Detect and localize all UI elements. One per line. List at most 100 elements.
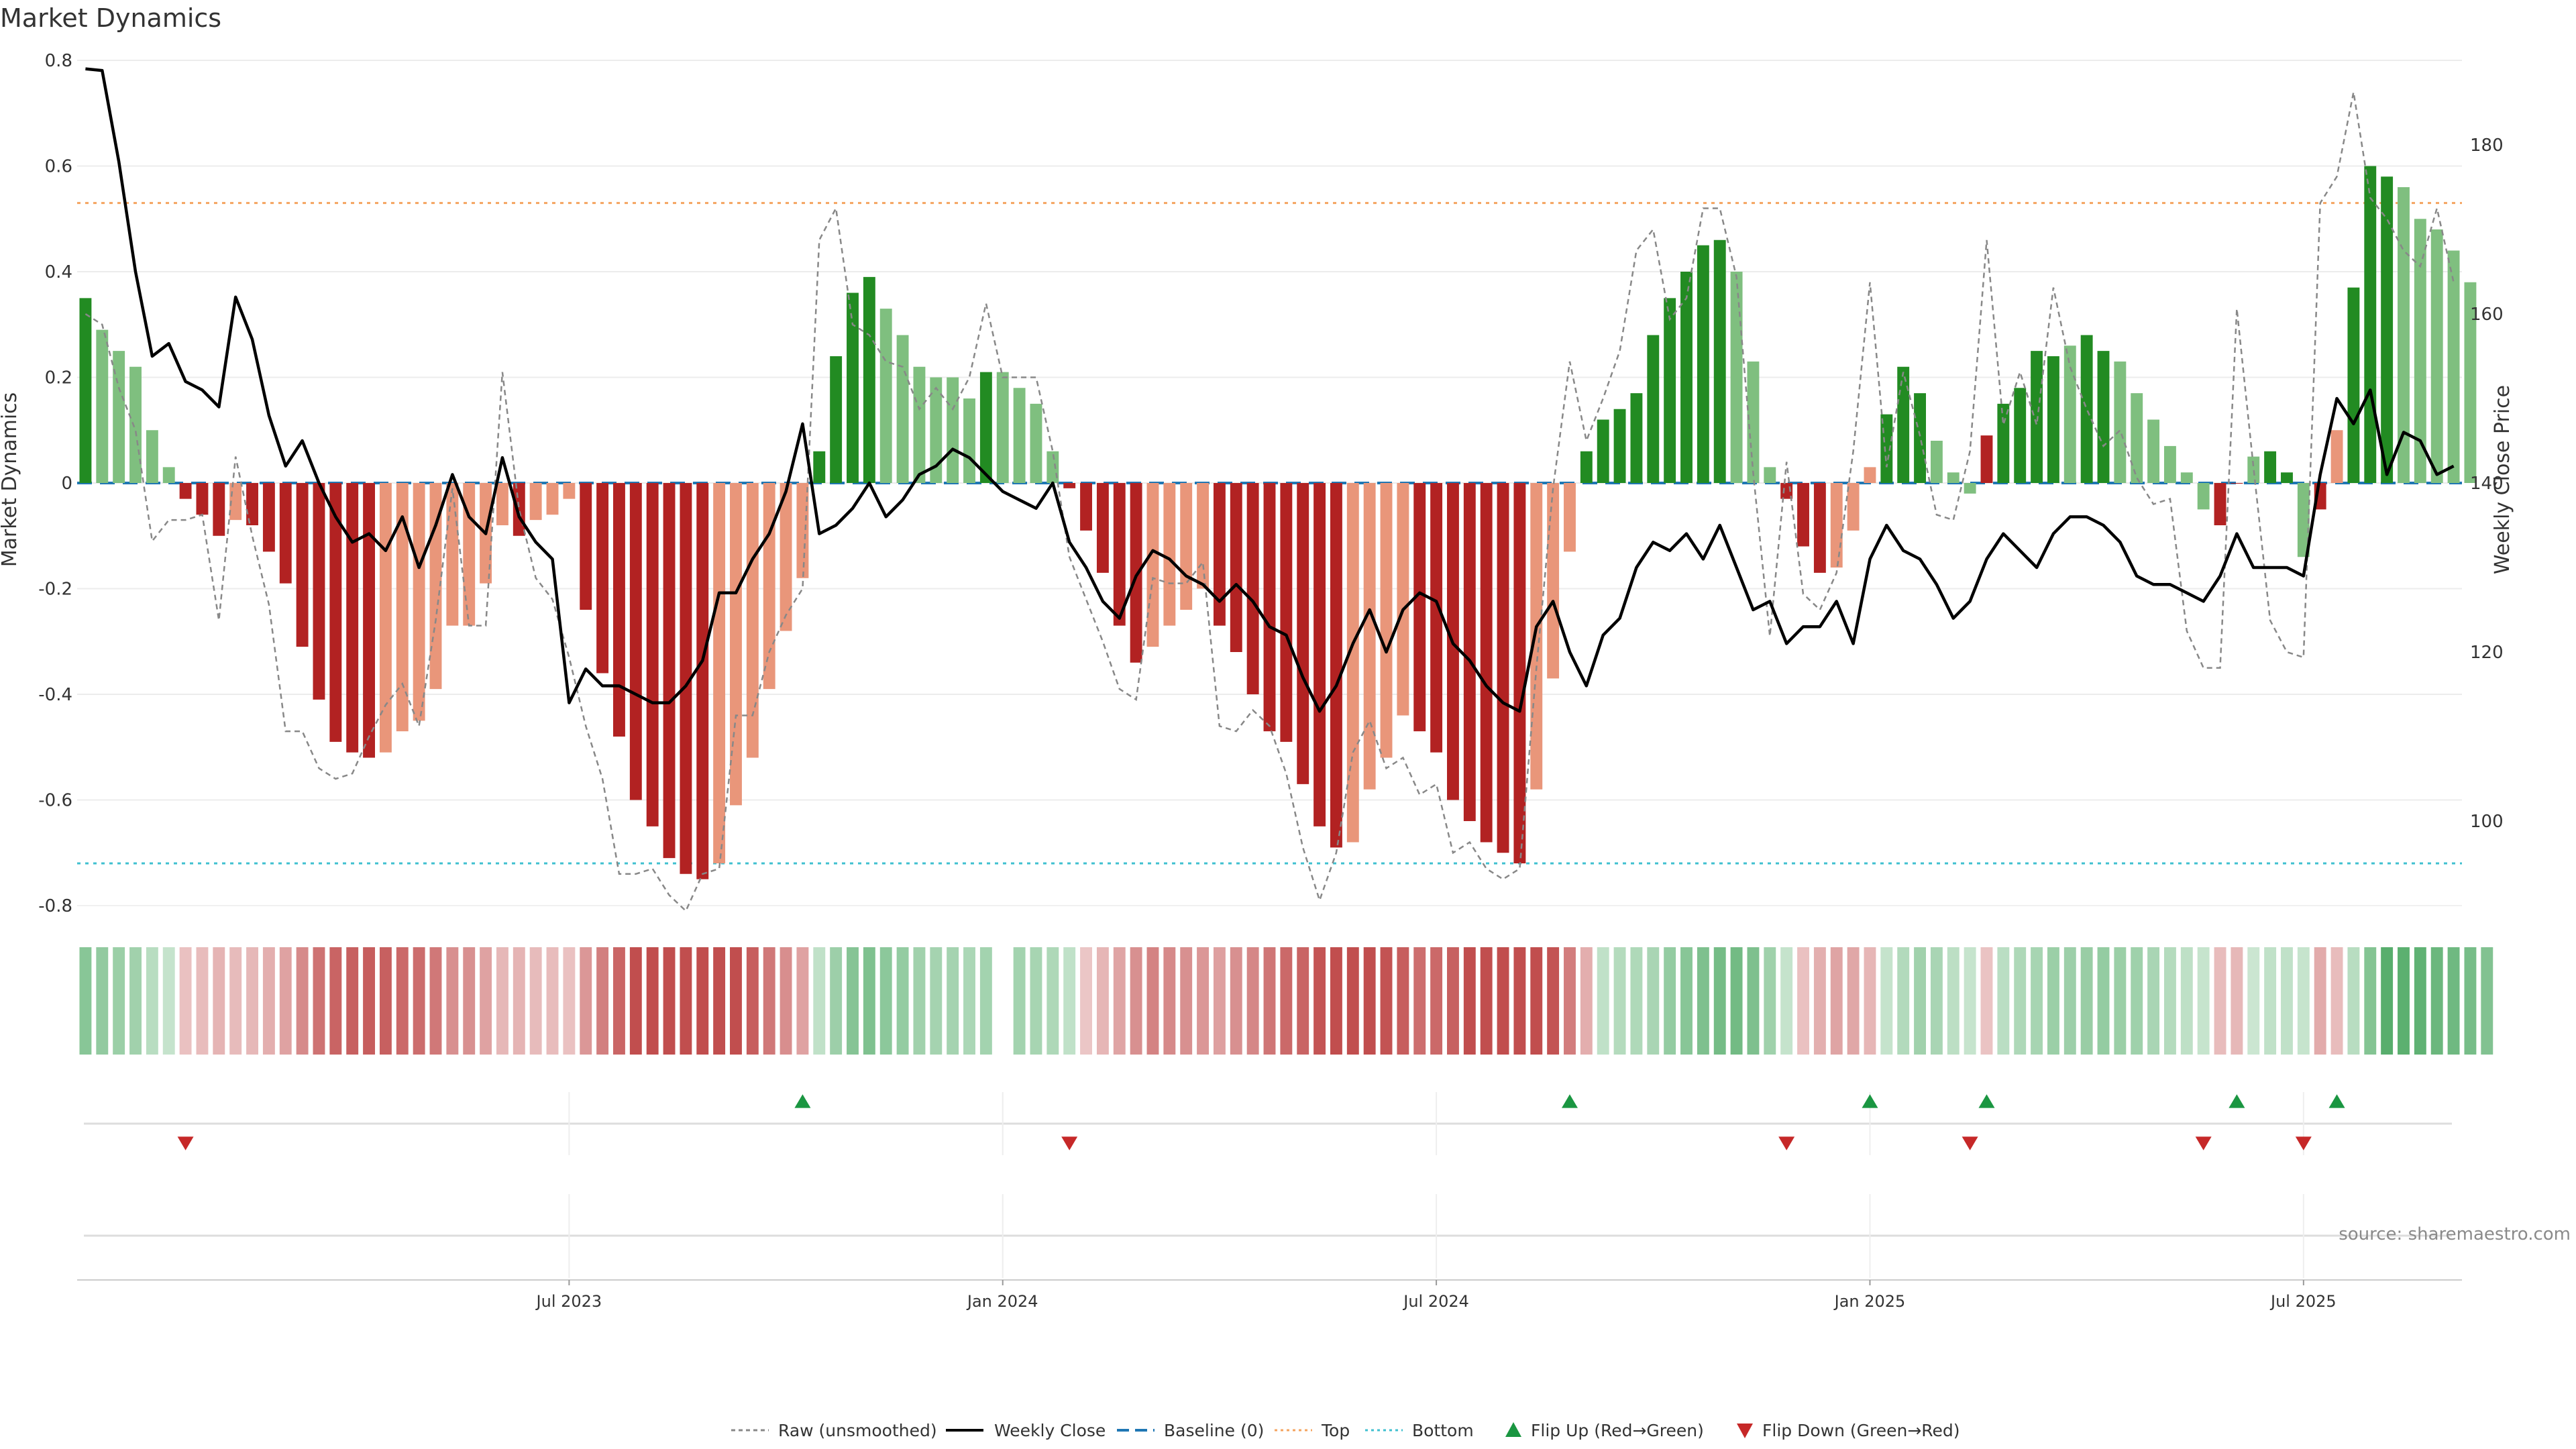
bar	[1230, 483, 1242, 652]
bar	[2297, 483, 2310, 557]
heat-cell	[262, 947, 275, 1055]
flip-down-marker	[2195, 1136, 2212, 1150]
bar	[1797, 483, 1809, 547]
legend-swatch-flip-up	[1505, 1422, 1521, 1437]
legend-label: Bottom	[1412, 1421, 1474, 1440]
heat-cell	[513, 947, 525, 1055]
x-tick-label: Jan 2025	[1833, 1292, 1906, 1311]
heat-cell	[813, 947, 826, 1055]
heat-cell	[1113, 947, 1126, 1055]
bar	[2447, 250, 2460, 483]
bar	[2063, 345, 2076, 483]
heat-cell	[429, 947, 442, 1055]
heat-cell	[1163, 947, 1176, 1055]
bar	[2180, 472, 2193, 483]
bar	[863, 276, 875, 483]
bar	[529, 483, 542, 521]
bar	[1263, 483, 1276, 732]
heat-cell	[1664, 947, 1676, 1055]
bar	[1997, 403, 2010, 483]
bar	[1697, 245, 1709, 483]
bar	[2147, 419, 2160, 483]
flip-up-marker	[2328, 1094, 2345, 1108]
heat-cell	[730, 947, 742, 1055]
bar	[1380, 483, 1393, 758]
heat-cell	[1013, 947, 1026, 1055]
bar	[246, 483, 258, 525]
heat-cell	[1397, 947, 1409, 1055]
heat-cell	[1947, 947, 1960, 1055]
bar	[680, 483, 692, 874]
heat-cell	[2180, 947, 2193, 1055]
bar	[1513, 483, 1526, 863]
heat-strip	[79, 947, 2493, 1055]
bar	[830, 356, 843, 483]
right-tick-label: 180	[2470, 136, 2504, 156]
heat-cell	[1313, 947, 1326, 1055]
heat-cell	[1146, 947, 1159, 1055]
bar	[2264, 451, 2277, 483]
heat-cell	[1530, 947, 1543, 1055]
heat-cell	[2147, 947, 2160, 1055]
heat-cell	[2080, 947, 2093, 1055]
heat-cell	[1997, 947, 2010, 1055]
flip-up-marker	[1561, 1094, 1578, 1108]
heat-cell	[947, 947, 959, 1055]
right-axis-ticks: 180 160 140 120 100	[2470, 136, 2504, 832]
heat-cell	[2197, 947, 2210, 1055]
flip-up-marker	[2229, 1094, 2245, 1108]
bar	[563, 483, 576, 499]
flip-down-marker	[2295, 1136, 2312, 1150]
heat-cell	[646, 947, 659, 1055]
heat-cell	[379, 947, 392, 1055]
right-tick-label: 100	[2470, 812, 2504, 832]
bar	[1930, 441, 1943, 483]
heat-cell	[663, 947, 676, 1055]
heat-cell	[796, 947, 809, 1055]
heat-cell	[529, 947, 542, 1055]
heat-cell	[2131, 947, 2143, 1055]
bar	[1580, 451, 1593, 483]
flip-up-marker	[794, 1094, 811, 1108]
heat-cell	[1680, 947, 1693, 1055]
bar	[1063, 483, 1076, 488]
heat-cell	[1564, 947, 1576, 1055]
x-tick-label: Jul 2023	[535, 1292, 602, 1311]
heat-cell	[1830, 947, 1843, 1055]
bar	[1297, 483, 1309, 784]
legend-label: Flip Up (Red→Green)	[1531, 1421, 1704, 1440]
heat-cell	[363, 947, 376, 1055]
bar	[1613, 409, 1626, 483]
bar	[1980, 435, 1993, 483]
heat-cell	[129, 947, 142, 1055]
bar	[613, 483, 625, 737]
bar	[1246, 483, 1259, 694]
bar	[2214, 483, 2226, 525]
heat-cell	[446, 947, 459, 1055]
heat-cell	[546, 947, 559, 1055]
bar	[329, 483, 342, 742]
bar	[1096, 483, 1109, 573]
flip-markers	[177, 1094, 2345, 1150]
bar	[313, 483, 325, 700]
heat-cell	[2481, 947, 2493, 1055]
heat-cell	[1230, 947, 1242, 1055]
heat-cell	[313, 947, 325, 1055]
flip-down-marker	[1778, 1136, 1795, 1150]
heat-cell	[930, 947, 943, 1055]
bar	[2381, 176, 2394, 483]
bar	[1013, 388, 1026, 483]
heat-cell	[1380, 947, 1393, 1055]
left-axis-ticks: 0.8 0.6 0.4 0.2 0 -0.2 -0.4 -0.6 -0.8	[38, 51, 72, 916]
flip-panel-grid	[77, 1092, 2462, 1281]
heat-cell	[1197, 947, 1210, 1055]
bar	[2330, 430, 2343, 483]
heat-cell	[596, 947, 609, 1055]
heat-cell	[847, 947, 859, 1055]
heat-cell	[1697, 947, 1709, 1055]
bar	[947, 377, 959, 483]
bar	[96, 329, 109, 483]
bar	[496, 483, 508, 525]
bar	[2398, 187, 2410, 483]
bar	[162, 467, 175, 483]
